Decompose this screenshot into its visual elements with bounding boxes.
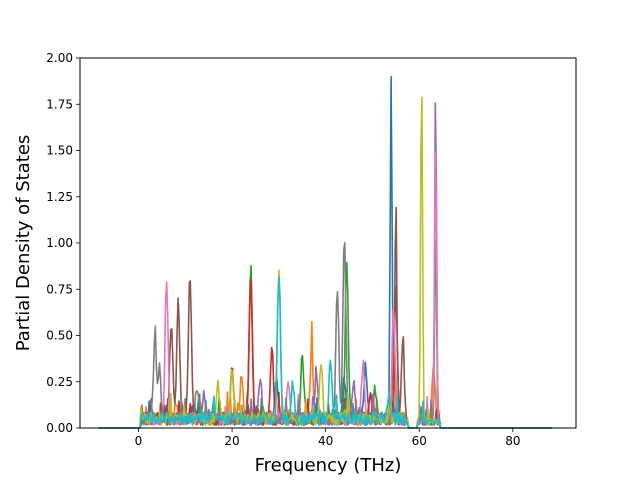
- y-tick-label: 2.00: [46, 51, 73, 65]
- y-tick-label: 0.75: [46, 282, 73, 296]
- x-tick-label: 40: [318, 434, 333, 448]
- y-tick-label: 1.25: [46, 190, 73, 204]
- x-tick-label: 80: [505, 434, 520, 448]
- y-tick-label: 0.50: [46, 329, 73, 343]
- x-tick-label: 20: [224, 434, 239, 448]
- x-tick-label: 0: [135, 434, 143, 448]
- y-tick-label: 0.25: [46, 375, 73, 389]
- y-tick-label: 1.00: [46, 236, 73, 250]
- y-axis-label: Partial Density of States: [13, 135, 34, 352]
- y-tick-label: 1.50: [46, 144, 73, 158]
- y-tick-label: 0.00: [46, 421, 73, 435]
- y-tick-label: 1.75: [46, 97, 73, 111]
- x-axis-label: Frequency (THz): [255, 455, 402, 476]
- x-tick-label: 60: [412, 434, 427, 448]
- x-axis-ticks: 0 20 40 60 80: [135, 428, 520, 448]
- y-axis-ticks: 0.00 0.25 0.50 0.75 1.00 1.25 1.50 1.75 2.00: [46, 51, 80, 435]
